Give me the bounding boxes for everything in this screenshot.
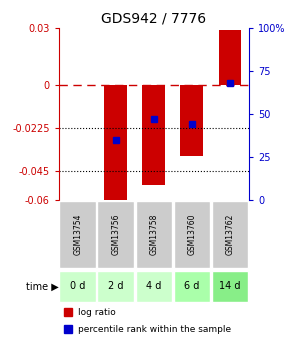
Bar (219, 30, 241, 85)
Text: 0 d: 0 d (70, 282, 85, 291)
Text: GSM13760: GSM13760 (188, 214, 196, 255)
Bar (142, 85, 165, 185)
Text: GSM13754: GSM13754 (73, 214, 82, 255)
Text: GSM13756: GSM13756 (111, 214, 120, 255)
FancyBboxPatch shape (98, 201, 134, 268)
Text: time ▶: time ▶ (26, 282, 59, 291)
FancyBboxPatch shape (174, 271, 210, 302)
Title: GDS942 / 7776: GDS942 / 7776 (101, 11, 206, 25)
Text: percentile rank within the sample: percentile rank within the sample (78, 325, 231, 334)
FancyBboxPatch shape (136, 201, 172, 268)
FancyBboxPatch shape (59, 271, 96, 302)
Text: GSM13762: GSM13762 (226, 214, 234, 255)
FancyBboxPatch shape (174, 201, 210, 268)
Text: 2 d: 2 d (108, 282, 123, 291)
FancyBboxPatch shape (212, 201, 248, 268)
FancyBboxPatch shape (136, 271, 172, 302)
Text: 14 d: 14 d (219, 282, 241, 291)
Text: 4 d: 4 d (146, 282, 161, 291)
FancyBboxPatch shape (212, 271, 248, 302)
FancyBboxPatch shape (98, 271, 134, 302)
Text: log ratio: log ratio (78, 308, 115, 317)
FancyBboxPatch shape (59, 201, 96, 268)
Text: 6 d: 6 d (184, 282, 200, 291)
Text: GSM13758: GSM13758 (149, 214, 158, 255)
Bar (104, 85, 127, 204)
Bar (180, 85, 203, 156)
